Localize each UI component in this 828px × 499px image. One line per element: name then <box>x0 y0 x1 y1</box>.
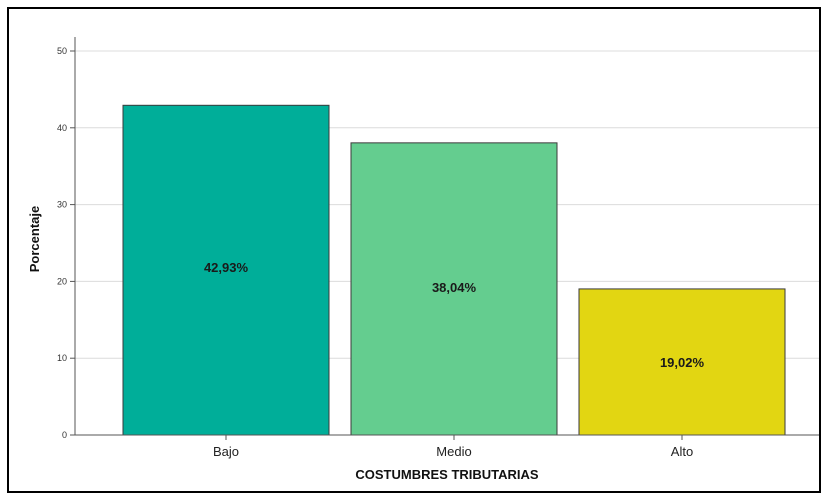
bars <box>122 104 786 436</box>
x-tick-label: Alto <box>671 444 693 459</box>
x-axis-title: COSTUMBRES TRIBUTARIAS <box>355 467 539 482</box>
bar-alto <box>578 288 786 436</box>
y-tick-label: 10 <box>57 353 67 363</box>
x-tick-label: Medio <box>436 444 471 459</box>
data-label: 38,04% <box>432 280 477 295</box>
data-label: 19,02% <box>660 355 705 370</box>
y-tick-label: 50 <box>57 46 67 56</box>
y-axis-title: Porcentaje <box>27 206 42 272</box>
data-label: 42,93% <box>204 260 249 275</box>
y-tick-label: 40 <box>57 123 67 133</box>
y-tick-labels: 0 10 20 30 40 50 <box>57 46 75 440</box>
bar-bajo <box>122 104 330 436</box>
x-tick-label: Bajo <box>213 444 239 459</box>
bar-chart: 0 10 20 30 40 50 Bajo Medio Alto 42,93% 38,04% 19… <box>27 37 819 482</box>
y-tick-label: 30 <box>57 200 67 210</box>
y-tick-label: 0 <box>62 430 67 440</box>
data-labels: 42,93% 38,04% 19,02% <box>204 260 705 370</box>
bar-medio <box>350 142 558 436</box>
chart-frame: 0 10 20 30 40 50 Bajo Medio Alto 42,93% 38,04% 19… <box>7 7 821 493</box>
axes <box>74 37 819 436</box>
x-tick-labels: Bajo Medio Alto <box>213 435 693 459</box>
y-tick-label: 20 <box>57 276 67 286</box>
